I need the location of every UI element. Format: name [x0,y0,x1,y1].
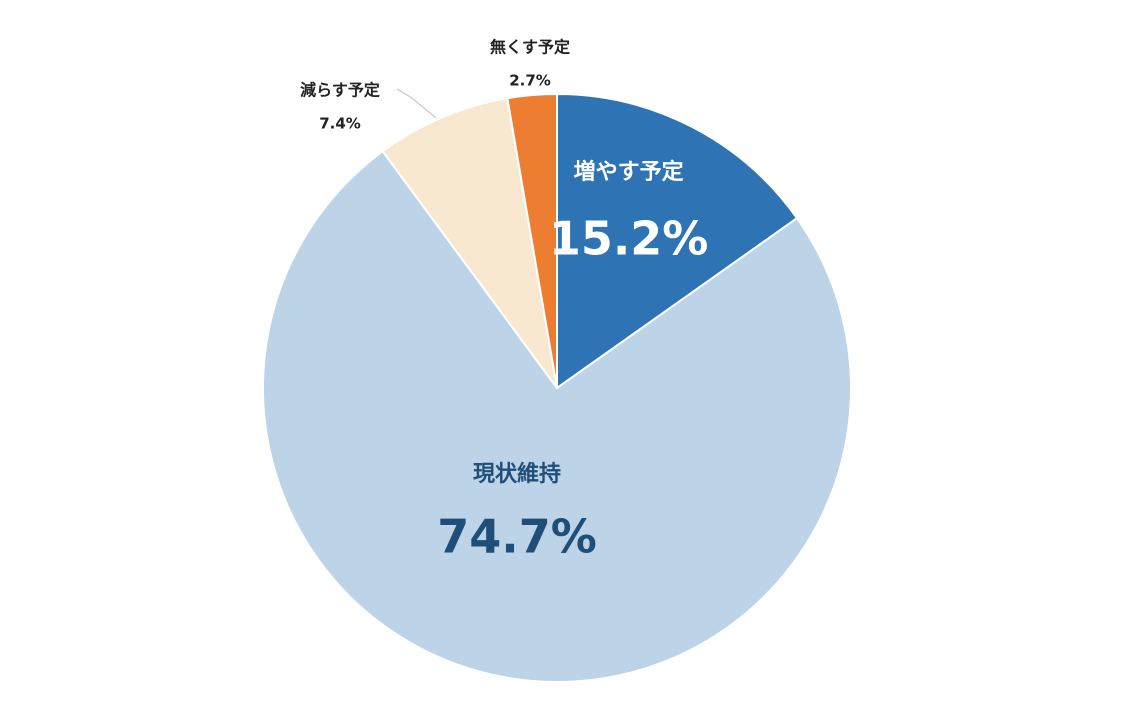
slice-value-label-1: 15.2% [549,212,709,266]
slice-category-label-1: 増やす予定 [574,159,684,185]
pie-slice-4 [506,92,558,389]
pie-slice-1 [556,92,799,390]
slice-value-label-4: 2.7% [509,72,551,90]
pie-slice-2 [262,149,852,683]
slice-value-label-2: 74.7% [437,510,597,564]
slice-category-label-3: 減らす予定 [300,81,380,100]
pie-slices [262,92,852,683]
slice-category-label-4: 無くす予定 [490,38,570,57]
leader-line-3 [396,88,437,119]
slice-labels: 増やす予定 15.2% 現状維持 74.7% 減らす予定 7.4% 無くす予定 2.7% [300,38,708,564]
leader-lines [396,88,437,119]
pie-slice-3 [381,97,558,389]
slice-value-label-3: 7.4% [319,115,361,133]
slice-category-label-2: 現状維持 [473,461,561,487]
